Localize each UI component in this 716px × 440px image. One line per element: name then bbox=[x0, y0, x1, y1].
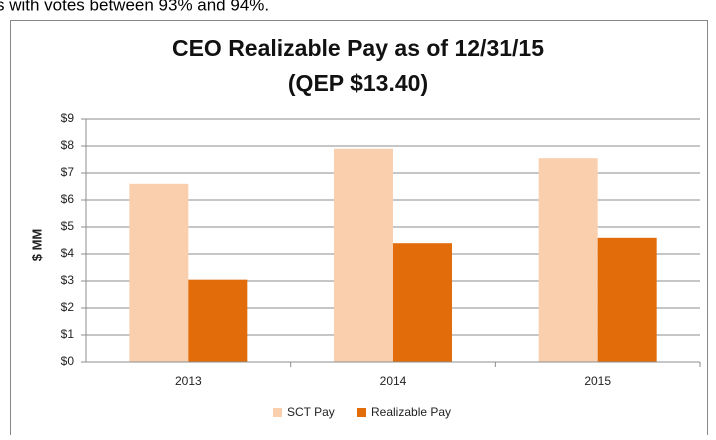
chart-title: CEO Realizable Pay as of 12/31/15 bbox=[172, 35, 544, 61]
y-tick-label: $1 bbox=[61, 327, 75, 341]
bar bbox=[393, 243, 452, 362]
legend-swatch bbox=[273, 408, 282, 417]
y-tick-label: $5 bbox=[61, 219, 75, 233]
legend-label: SCT Pay bbox=[287, 405, 335, 419]
bar bbox=[129, 183, 189, 362]
bar bbox=[597, 237, 657, 362]
y-axis-label: $ MM bbox=[29, 229, 44, 262]
y-tick-label: $4 bbox=[61, 246, 75, 260]
y-tick-label: $9 bbox=[61, 111, 75, 125]
x-tick-label: 2015 bbox=[584, 374, 611, 388]
bar bbox=[334, 148, 393, 362]
y-tick-label: $8 bbox=[61, 138, 75, 152]
caption: s with votes between 93% and 94%. bbox=[0, 0, 269, 14]
chart-subtitle: (QEP $13.40) bbox=[288, 70, 428, 96]
bar bbox=[538, 158, 598, 362]
x-tick-label: 2014 bbox=[380, 374, 407, 388]
legend-swatch bbox=[357, 408, 366, 417]
bar bbox=[188, 279, 248, 362]
x-tick-label: 2013 bbox=[175, 374, 202, 388]
y-tick-label: $6 bbox=[61, 192, 75, 206]
y-tick-label: $0 bbox=[61, 354, 75, 368]
legend-label: Realizable Pay bbox=[371, 405, 451, 419]
y-tick-label: $2 bbox=[61, 300, 75, 314]
y-tick-label: $3 bbox=[61, 273, 75, 287]
y-tick-label: $7 bbox=[61, 165, 75, 179]
